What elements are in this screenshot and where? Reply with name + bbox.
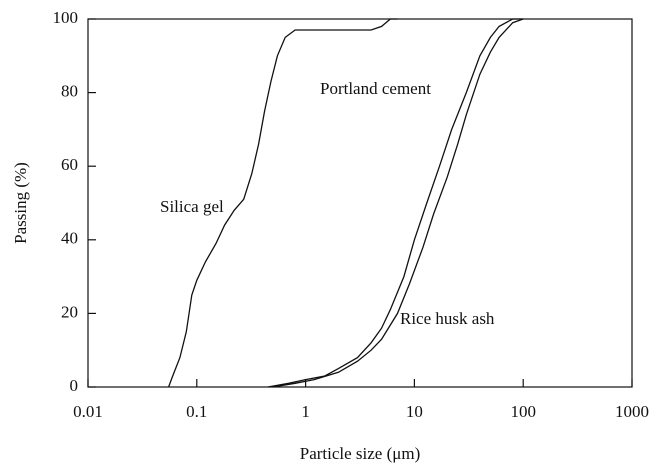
y-tick-label: 0 — [70, 376, 79, 395]
x-tick-label: 0.01 — [73, 402, 103, 421]
y-tick-label: 60 — [61, 155, 78, 174]
x-tick-label: 100 — [510, 402, 536, 421]
series-label: Portland cement — [320, 79, 431, 98]
y-axis-label: Passing (%) — [11, 162, 30, 244]
series-label: Silica gel — [160, 197, 224, 216]
x-tick-label: 0.1 — [186, 402, 207, 421]
y-tick-label: 20 — [61, 302, 78, 321]
x-tick-label: 10 — [406, 402, 423, 421]
series-line — [272, 18, 524, 388]
y-tick-label: 100 — [53, 8, 79, 27]
series-label: Rice husk ash — [400, 309, 495, 328]
y-tick-label: 80 — [61, 82, 78, 101]
series-line — [167, 18, 398, 388]
x-axis-label: Particle size (μm) — [300, 444, 421, 463]
x-tick-label: 1000 — [615, 402, 649, 421]
plot-frame — [87, 18, 633, 388]
series-line — [267, 18, 524, 388]
y-tick-label: 40 — [61, 229, 78, 248]
x-tick-label: 1 — [301, 402, 310, 421]
